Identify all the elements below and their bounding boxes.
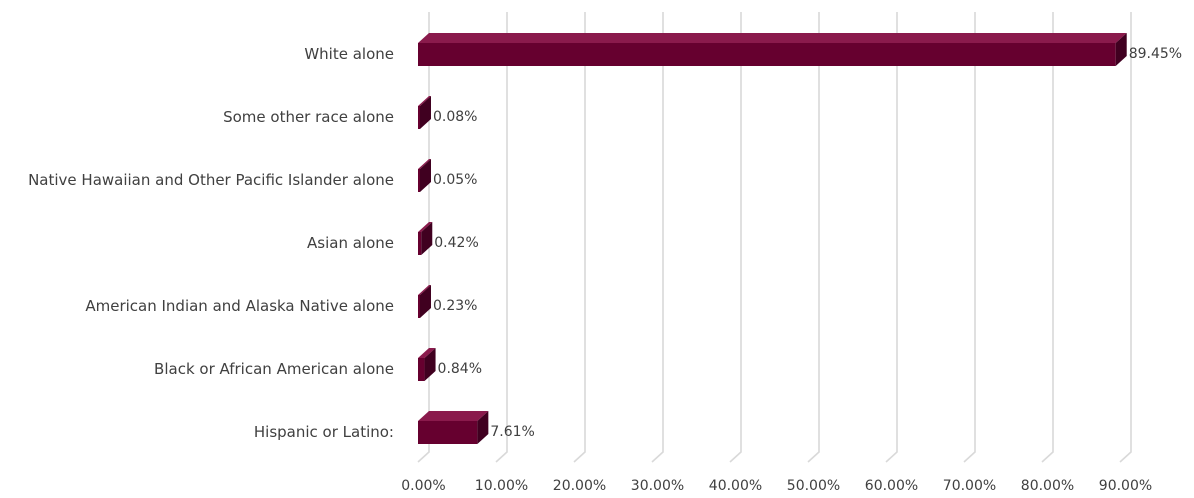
gridline bbox=[963, 12, 976, 463]
bar-front bbox=[418, 106, 420, 129]
gridline bbox=[651, 12, 664, 463]
bar-top bbox=[418, 411, 489, 421]
bar bbox=[418, 222, 433, 255]
bar bbox=[418, 285, 431, 318]
x-tick-label: 70.00% bbox=[943, 478, 996, 494]
data-label: 0.23% bbox=[433, 298, 477, 314]
bar bbox=[418, 159, 431, 192]
bar-side bbox=[424, 348, 436, 381]
gridline bbox=[729, 12, 742, 463]
bar bbox=[418, 96, 431, 129]
bar-top bbox=[418, 159, 431, 169]
data-label: 0.05% bbox=[433, 172, 477, 188]
gridlines bbox=[417, 12, 1132, 463]
x-tick-label: 50.00% bbox=[787, 478, 840, 494]
category-label: White alone bbox=[304, 45, 394, 63]
category-label: Some other race alone bbox=[223, 108, 394, 126]
gridline bbox=[807, 12, 820, 463]
bar-front bbox=[418, 295, 420, 318]
category-label: Black or African American alone bbox=[154, 360, 394, 378]
bar-top bbox=[418, 96, 431, 106]
data-label: 0.08% bbox=[433, 109, 477, 125]
x-axis-tick-labels: 0.00% 10.00% 20.00% 30.00% 40.00% 50.00% 60.00… bbox=[401, 478, 1152, 494]
x-tick-label: 60.00% bbox=[865, 478, 918, 494]
category-label: Hispanic or Latino: bbox=[254, 423, 394, 441]
bar-top bbox=[418, 33, 1127, 43]
data-labels: 89.45% 0.08% 0.05% 0.42% 0.23% 0.84% 7.61% bbox=[433, 46, 1182, 440]
category-label: Asian alone bbox=[307, 234, 394, 252]
x-tick-label: 80.00% bbox=[1021, 478, 1074, 494]
bar-side bbox=[1115, 33, 1127, 66]
category-labels: White alone Some other race alone Native H… bbox=[28, 45, 394, 441]
gridline bbox=[1041, 12, 1054, 463]
bars bbox=[418, 33, 1127, 444]
bar-side bbox=[420, 96, 431, 129]
x-tick-label: 30.00% bbox=[631, 478, 684, 494]
gridline bbox=[417, 12, 430, 463]
x-tick-label: 20.00% bbox=[553, 478, 606, 494]
bar-front bbox=[418, 358, 425, 381]
bar-front bbox=[418, 232, 422, 255]
bar-top bbox=[418, 285, 431, 295]
bar-side bbox=[421, 222, 433, 255]
data-label: 89.45% bbox=[1129, 46, 1182, 62]
gridline bbox=[1119, 12, 1132, 463]
data-label: 0.84% bbox=[438, 361, 482, 377]
x-tick-label: 90.00% bbox=[1099, 478, 1152, 494]
x-tick-label: 10.00% bbox=[475, 478, 528, 494]
bar bbox=[418, 411, 489, 444]
bar-top bbox=[418, 222, 433, 232]
bar-top bbox=[418, 348, 436, 358]
bar-side bbox=[420, 285, 431, 318]
x-tick-label: 0.00% bbox=[401, 478, 445, 494]
data-label: 0.42% bbox=[434, 235, 478, 251]
x-tick-label: 40.00% bbox=[709, 478, 762, 494]
bar bbox=[418, 33, 1127, 66]
category-label: Native Hawaiian and Other Pacific Island… bbox=[28, 171, 394, 189]
category-label: American Indian and Alaska Native alone bbox=[85, 297, 394, 315]
gridline bbox=[573, 12, 586, 463]
bar-side bbox=[477, 411, 489, 444]
gridline bbox=[885, 12, 898, 463]
gridline bbox=[495, 12, 508, 463]
data-label: 7.61% bbox=[490, 424, 534, 440]
bar-front bbox=[418, 43, 1116, 66]
bar-front bbox=[418, 169, 420, 192]
bar-side bbox=[420, 159, 431, 192]
bar bbox=[418, 348, 436, 381]
bar-front bbox=[418, 421, 478, 444]
